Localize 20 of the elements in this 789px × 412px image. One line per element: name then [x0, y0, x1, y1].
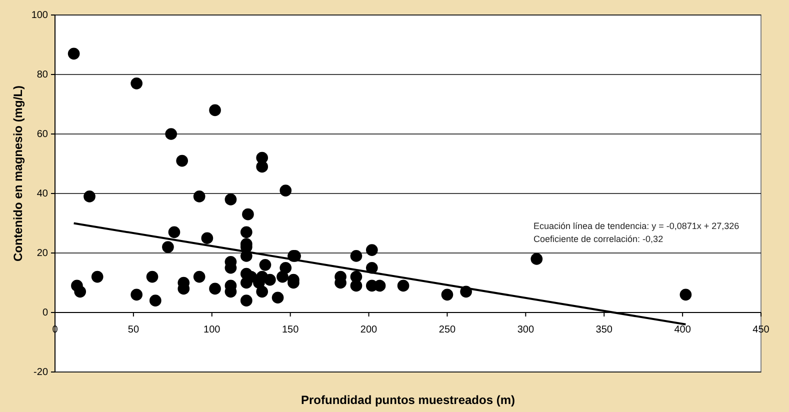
x-tick-label: 150	[282, 324, 300, 336]
y-tick-label: -20	[34, 367, 48, 378]
annotation: Ecuación línea de tendencia: y = -0,0871x + 27,326	[534, 221, 740, 232]
y-axis-title: Contenido en magnesio (mg/L)	[11, 86, 25, 262]
x-tick-label: 400	[674, 324, 692, 336]
annotation: Coeficiente de correlación: -0,32	[534, 234, 664, 244]
x-tick-label: 200	[360, 324, 378, 336]
y-tick-label: 60	[36, 129, 48, 140]
x-tick-label: 350	[596, 324, 613, 336]
x-tick-label: 450	[752, 324, 770, 336]
x-tick-label: 300	[517, 324, 534, 336]
y-tick-label: 80	[36, 70, 48, 81]
x-axis-title: Profundidad puntos muestreados (m)	[300, 393, 516, 407]
x-tick-label: 100	[204, 324, 221, 336]
y-tick-label: 20	[36, 248, 48, 260]
y-tick-label: 0	[42, 308, 48, 319]
x-tick-label: 250	[438, 324, 456, 336]
y-tick-label: 40	[36, 188, 48, 200]
x-tick-label: 50	[128, 324, 140, 336]
y-tick-label: 100	[31, 10, 48, 22]
